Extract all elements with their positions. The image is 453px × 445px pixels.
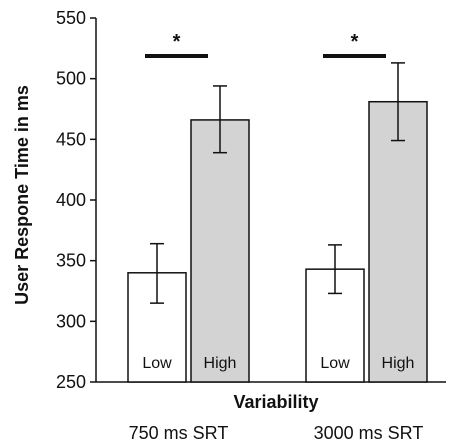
y-tick-label: 500 — [56, 69, 86, 89]
bar-label: High — [204, 355, 237, 372]
y-tick-label: 350 — [56, 251, 86, 271]
bar-high-1 — [368, 100, 428, 383]
x-axis-title: Variability — [233, 392, 318, 412]
y-axis-title: User Respone Time in ms — [12, 85, 32, 305]
y-tick-label: 250 — [56, 372, 86, 392]
y-tick-label: 450 — [56, 129, 86, 149]
significance-star: * — [173, 31, 181, 53]
significance-star: * — [351, 31, 359, 53]
bars — [127, 100, 428, 383]
error-bars — [150, 62, 405, 304]
y-tick-label: 300 — [56, 311, 86, 331]
bar-label: Low — [142, 355, 172, 372]
bar-high-0 — [190, 119, 250, 383]
y-tick-label: 550 — [56, 8, 86, 28]
group-label: 750 ms SRT — [129, 423, 229, 443]
y-tick-label: 400 — [56, 190, 86, 210]
labels: Low High 750 ms SRT Low High 3000 ms SRT — [129, 355, 424, 443]
bar-label: Low — [320, 355, 350, 372]
group-label: 3000 ms SRT — [314, 423, 424, 443]
bar-label: High — [382, 355, 415, 372]
significance-markers: * * — [145, 31, 386, 58]
